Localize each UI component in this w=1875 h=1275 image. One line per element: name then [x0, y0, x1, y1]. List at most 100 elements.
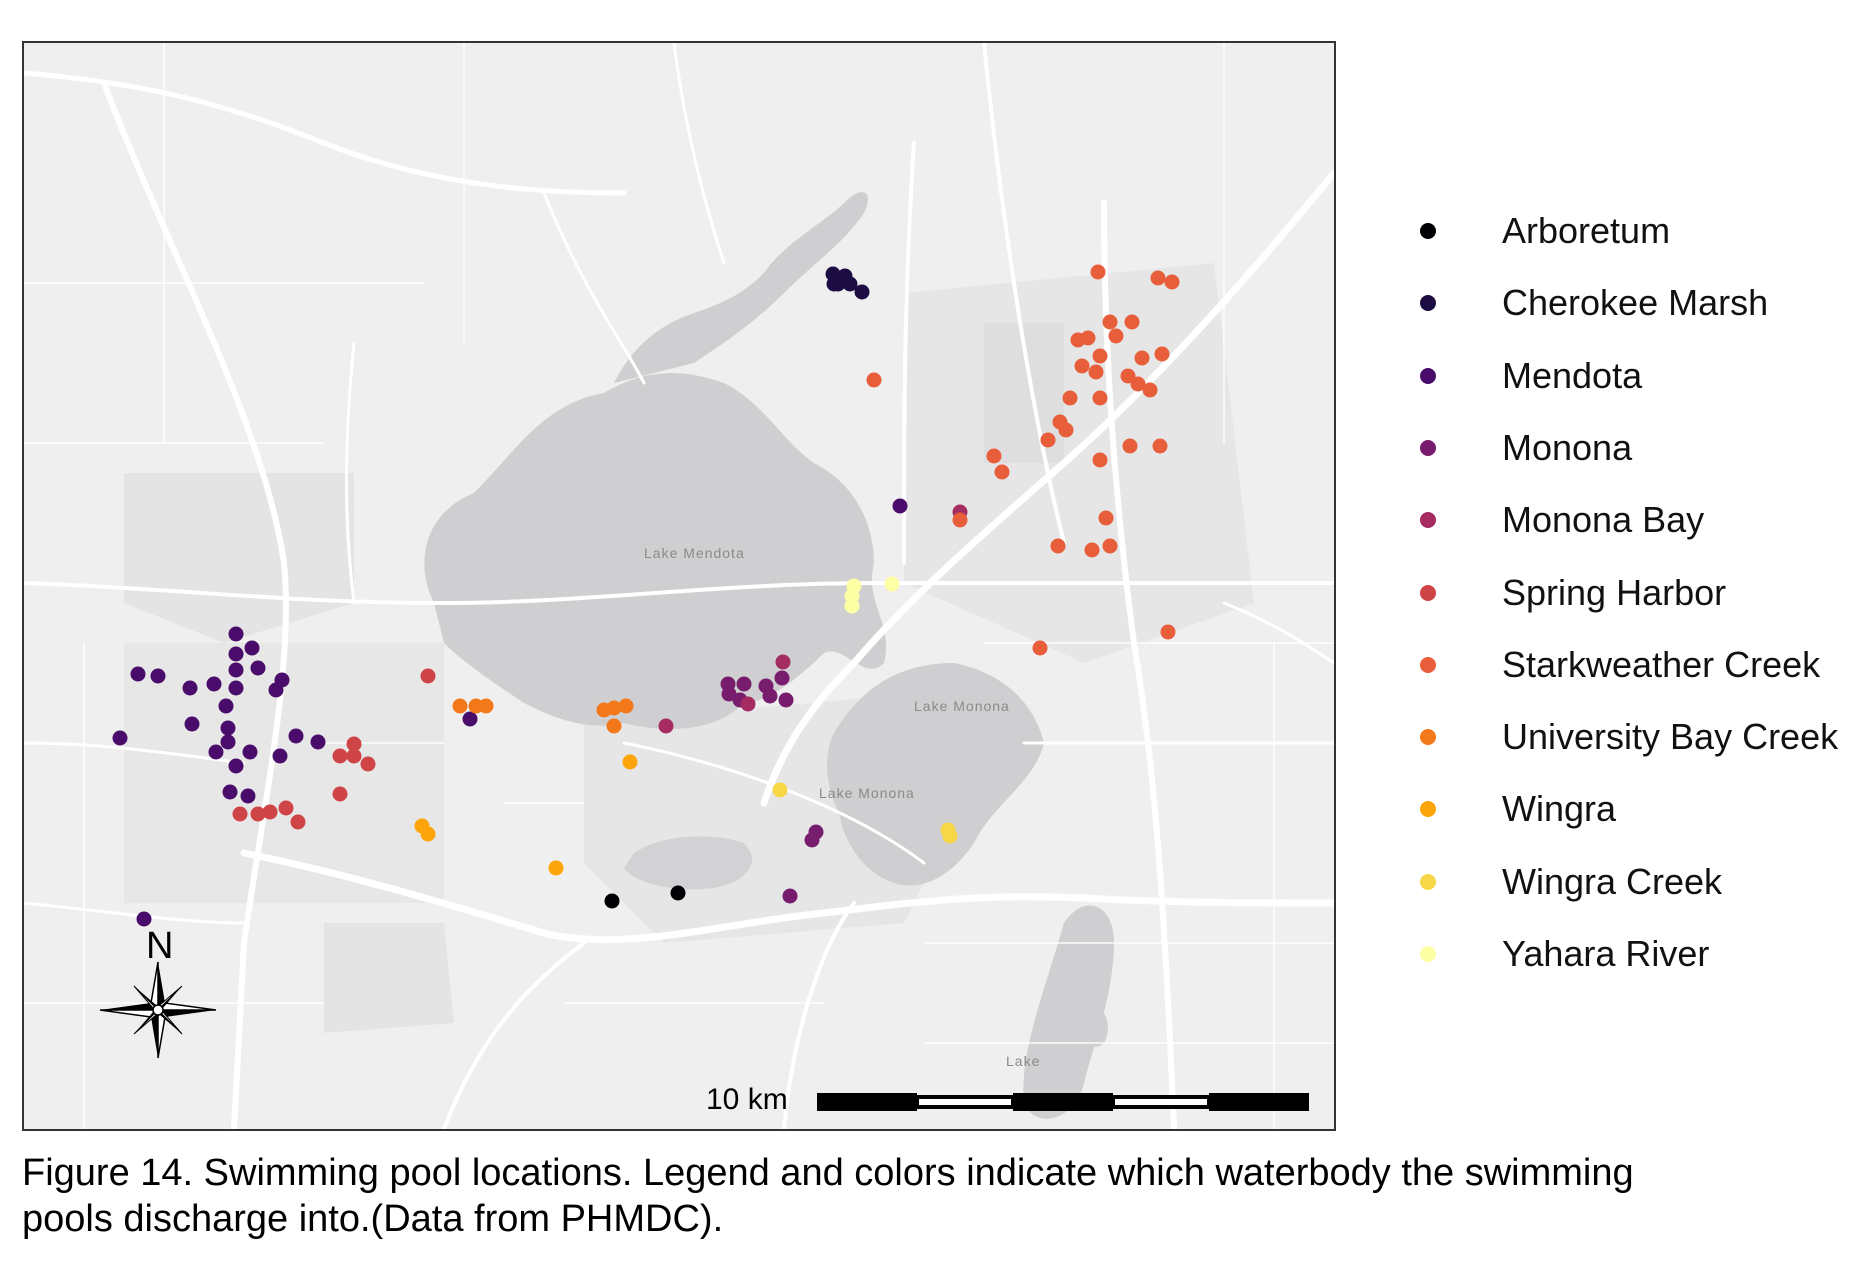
pool-point	[222, 784, 238, 800]
lake-label: Lake	[1006, 1053, 1040, 1069]
lake-label: Lake Monona	[914, 698, 1010, 714]
pool-point	[775, 654, 791, 670]
pool-point	[762, 688, 778, 704]
legend-label: Monona Bay	[1502, 499, 1705, 541]
legend-swatch	[1420, 295, 1436, 312]
pool-point	[1062, 390, 1078, 406]
pool-point	[844, 598, 860, 614]
pool-point	[332, 786, 348, 802]
pool-point	[268, 682, 284, 698]
pool-point	[130, 666, 146, 682]
pool-point	[721, 686, 737, 702]
pool-point	[228, 758, 244, 774]
pool-point	[220, 720, 236, 736]
pool-point	[240, 788, 256, 804]
pool-point	[606, 718, 622, 734]
pool-point	[1164, 274, 1180, 290]
legend-item: Wingra Creek	[1420, 860, 1860, 902]
legend-swatch	[1420, 512, 1436, 529]
pool-point	[360, 756, 376, 772]
pool-point	[346, 748, 362, 764]
legend-label: Yahara River	[1502, 933, 1710, 974]
north-arrow: N	[99, 925, 217, 1059]
legend-swatch	[1420, 946, 1436, 962]
pool-point	[622, 754, 638, 770]
pool-points	[112, 264, 1180, 927]
pool-point	[184, 716, 200, 732]
pool-point	[952, 512, 968, 528]
pool-point	[736, 676, 752, 692]
lake-label: Lake Mendota	[644, 545, 745, 561]
pool-point	[244, 640, 260, 656]
pool-point	[462, 711, 478, 727]
pool-point	[1092, 348, 1108, 364]
pool-point	[1122, 438, 1138, 454]
pool-point	[826, 276, 842, 292]
pool-point	[452, 698, 468, 714]
pool-point	[1124, 314, 1140, 330]
legend-label: Arboretum	[1502, 210, 1671, 251]
legend-item: Monona Bay	[1420, 499, 1860, 541]
pool-point	[206, 676, 222, 692]
pool-point	[232, 806, 248, 822]
legend-label: Wingra Creek	[1502, 860, 1723, 902]
pool-point	[994, 464, 1010, 480]
pool-point	[278, 800, 294, 816]
pool-point	[892, 498, 908, 514]
pool-point	[548, 860, 564, 876]
legend-item: Yahara River	[1420, 933, 1860, 974]
scale-label: 10 km	[706, 1083, 788, 1116]
pool-point	[658, 718, 674, 734]
legend-swatch	[1420, 223, 1436, 239]
pool-point	[346, 736, 362, 752]
pool-point	[478, 698, 494, 714]
pool-point	[218, 698, 234, 714]
pool-point	[1050, 538, 1066, 554]
pool-point	[1032, 640, 1048, 656]
pool-point	[884, 576, 900, 592]
pool-point	[228, 662, 244, 678]
figure-caption: Figure 14. Swimming pool locations. Lege…	[22, 1150, 1862, 1242]
legend-swatch	[1420, 367, 1436, 384]
pool-point	[228, 680, 244, 696]
pool-point	[182, 680, 198, 696]
pool-point	[1084, 542, 1100, 558]
pool-point	[150, 668, 166, 684]
pool-point	[1080, 330, 1096, 346]
legend-swatch	[1420, 584, 1436, 601]
pool-point	[740, 696, 756, 712]
pool-point	[1160, 624, 1176, 640]
pool-point	[1108, 328, 1124, 344]
legend-item: University Bay Creek	[1420, 716, 1860, 758]
pool-point	[1152, 438, 1168, 454]
legend-item: Mendota	[1420, 354, 1860, 396]
pool-point	[250, 660, 266, 676]
legend-label: Starkweather Creek	[1502, 643, 1821, 685]
pool-point	[606, 700, 622, 716]
pool-point	[242, 744, 258, 760]
pool-point	[1130, 376, 1146, 392]
legend-item: Cherokee Marsh	[1420, 282, 1860, 323]
pool-point	[310, 734, 326, 750]
scale-bar: 10 km	[706, 1083, 1309, 1116]
pool-point	[136, 911, 152, 927]
legend-label: University Bay Creek	[1502, 716, 1839, 758]
legend-item: Arboretum	[1420, 210, 1860, 251]
legend-swatch	[1420, 656, 1436, 673]
pool-point	[782, 888, 798, 904]
pool-point	[208, 744, 224, 760]
pool-point	[228, 646, 244, 662]
pool-point	[670, 885, 686, 901]
legend-label: Mendota	[1502, 354, 1643, 396]
pool-point	[420, 826, 436, 842]
map-panel[interactable]: Lake Mendota Lake Monona Lake Monona Lake N	[22, 41, 1336, 1131]
pool-point	[772, 782, 788, 798]
pool-point	[1154, 346, 1170, 362]
pool-point	[228, 626, 244, 642]
pool-point	[854, 284, 870, 300]
pool-point	[1142, 382, 1158, 398]
pool-point	[942, 828, 958, 844]
pool-point	[1150, 270, 1166, 286]
legend-label: Wingra	[1502, 788, 1617, 830]
legend-swatch	[1420, 729, 1436, 746]
